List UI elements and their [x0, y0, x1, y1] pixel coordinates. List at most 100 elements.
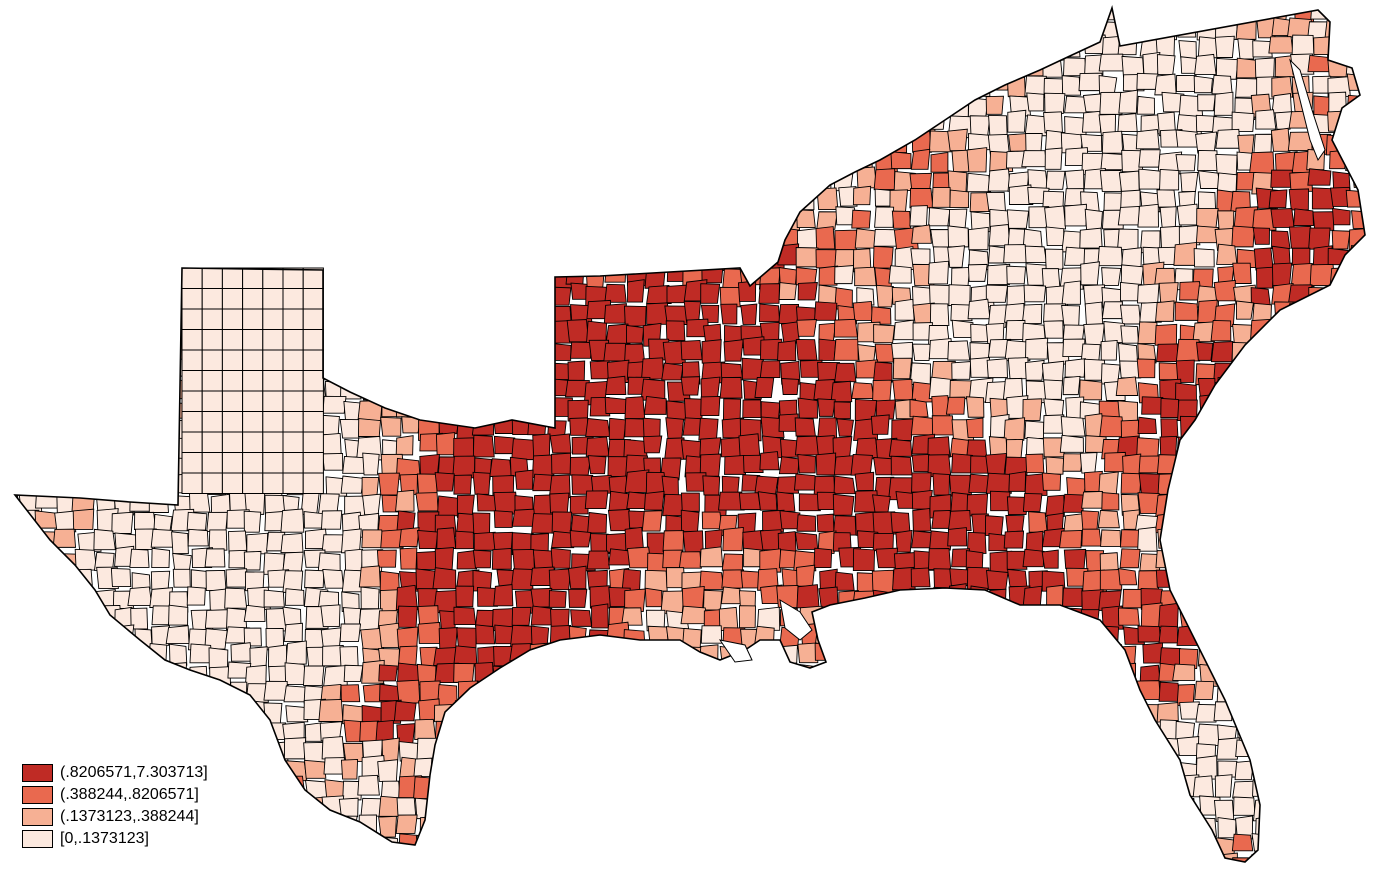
county-polygon	[280, 508, 305, 533]
county-polygon	[1193, 75, 1213, 94]
legend-label-class-3: (.388244,.8206571]	[60, 786, 199, 803]
county-polygon	[722, 398, 742, 421]
county-polygon	[1119, 304, 1142, 325]
county-polygon	[304, 759, 327, 779]
county-polygon	[816, 211, 838, 230]
county-polygon	[587, 512, 608, 534]
county-polygon	[890, 455, 913, 476]
county-polygon	[1288, 188, 1309, 211]
county-polygon	[1006, 265, 1027, 285]
county-polygon	[699, 453, 722, 477]
county-polygon	[1025, 133, 1043, 154]
county-polygon	[1158, 602, 1179, 628]
county-polygon	[929, 303, 950, 326]
county-polygon	[1196, 208, 1219, 230]
county-polygon	[796, 584, 820, 609]
county-polygon	[302, 349, 324, 371]
county-polygon	[1062, 375, 1081, 396]
county-polygon	[739, 605, 756, 629]
county-polygon	[778, 282, 797, 300]
county-polygon	[1195, 755, 1218, 780]
county-polygon	[643, 395, 667, 415]
county-polygon	[151, 625, 170, 646]
county-polygon	[1216, 172, 1238, 193]
county-polygon	[931, 509, 952, 529]
county-polygon	[1026, 92, 1045, 112]
county-polygon	[396, 797, 417, 816]
county-polygon	[988, 224, 1010, 247]
county-polygon	[453, 606, 477, 625]
county-polygon	[472, 512, 491, 535]
county-polygon	[1332, 207, 1351, 226]
county-polygon	[643, 490, 665, 511]
county-polygon	[911, 489, 933, 510]
county-polygon	[262, 349, 284, 371]
county-polygon	[743, 454, 764, 473]
county-polygon	[221, 411, 244, 433]
county-polygon	[987, 168, 1012, 192]
county-polygon	[1176, 736, 1200, 756]
county-polygon	[947, 509, 972, 531]
county-polygon	[797, 453, 816, 474]
county-polygon	[1122, 588, 1144, 609]
county-polygon	[626, 491, 648, 509]
county-polygon	[1213, 91, 1234, 116]
county-polygon	[621, 607, 643, 626]
county-polygon	[1251, 207, 1277, 231]
county-polygon	[303, 665, 325, 686]
county-polygon	[435, 432, 456, 456]
county-polygon	[891, 210, 911, 229]
county-polygon	[797, 397, 818, 419]
county-polygon	[282, 472, 304, 494]
county-polygon	[661, 475, 679, 498]
county-polygon	[720, 362, 744, 381]
county-polygon	[1270, 169, 1293, 188]
county-polygon	[1172, 663, 1196, 681]
county-polygon	[512, 548, 535, 573]
county-polygon	[510, 568, 534, 590]
county-polygon	[890, 151, 912, 170]
county-polygon	[548, 568, 572, 591]
county-polygon	[1231, 225, 1255, 248]
county-polygon	[181, 329, 203, 351]
county-polygon	[1180, 171, 1199, 193]
county-polygon	[320, 627, 342, 647]
county-polygon	[432, 567, 457, 590]
county-polygon	[1230, 857, 1250, 862]
county-polygon	[608, 417, 627, 440]
county-polygon	[282, 390, 304, 412]
county-polygon	[1104, 451, 1126, 473]
county-polygon	[966, 531, 987, 554]
county-polygon	[700, 304, 720, 323]
county-polygon	[833, 318, 858, 338]
county-polygon	[1097, 509, 1120, 529]
county-polygon	[888, 438, 913, 457]
county-polygon	[378, 815, 397, 838]
county-polygon	[242, 267, 264, 289]
county-polygon	[262, 267, 284, 289]
county-polygon	[892, 378, 914, 401]
county-polygon	[1081, 528, 1102, 547]
county-polygon	[912, 507, 932, 532]
county-polygon	[608, 490, 630, 512]
county-polygon	[262, 411, 284, 433]
county-polygon	[1118, 89, 1138, 114]
county-polygon	[987, 304, 1008, 328]
county-polygon	[246, 532, 269, 555]
county-polygon	[1192, 321, 1216, 343]
county-polygon	[567, 565, 587, 590]
county-polygon	[851, 209, 872, 229]
county-polygon	[989, 490, 1011, 512]
county-polygon	[967, 263, 988, 282]
county-polygon	[1117, 113, 1138, 133]
county-polygon	[1080, 261, 1100, 286]
county-polygon	[778, 456, 800, 475]
county-polygon	[357, 418, 381, 437]
county-polygon	[720, 436, 742, 458]
county-polygon	[814, 301, 838, 321]
county-polygon	[1045, 170, 1066, 190]
county-polygon	[493, 584, 514, 607]
county-polygon	[797, 282, 818, 301]
county-polygon	[777, 340, 797, 361]
county-polygon	[834, 265, 855, 285]
